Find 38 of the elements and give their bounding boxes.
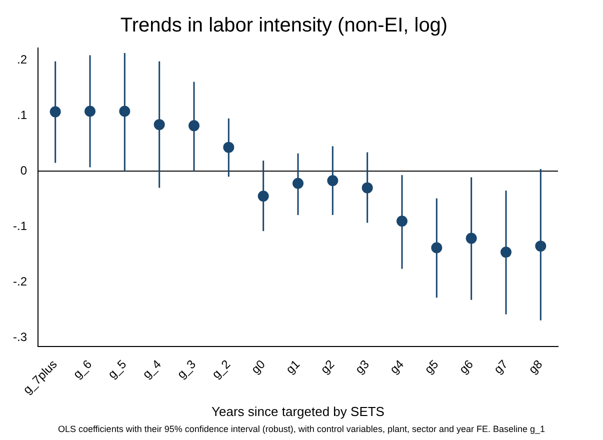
point: [154, 119, 165, 130]
y-tick-label: .2: [16, 52, 28, 67]
y-tick-label: 0: [20, 163, 28, 178]
x-tick-label: g1: [283, 356, 303, 376]
x-tick-label: g2: [318, 356, 338, 376]
text: OLS coefficients with their 95% confidence interval (robust), with control variables, plant, sector and year FE. Baseline g_1: [56, 424, 546, 434]
point: [50, 106, 61, 118]
point: [327, 175, 338, 186]
x-tick-label: g_6: [70, 356, 95, 382]
point: [362, 182, 373, 194]
x-axis-title: Years since targeted by SETS: [212, 404, 385, 419]
x-tick-label: g_4: [140, 356, 164, 382]
x-tick-label: g5: [422, 356, 442, 376]
y-tick-label: -.1: [12, 218, 28, 233]
x-tick-label: g4: [387, 356, 407, 376]
point: [396, 216, 408, 227]
x-tick-label: g_5: [105, 356, 130, 382]
chart-title: Trends in labor intensity (non-EI, log): [120, 14, 448, 37]
x-tick-label: g_2: [209, 356, 234, 382]
y-tick-label: .1: [16, 108, 28, 122]
point: [223, 142, 234, 153]
point: [258, 190, 269, 202]
x-tick-label: g8: [526, 356, 546, 376]
x-tick-label: g7: [491, 356, 511, 376]
x-tick-label: g3: [352, 356, 372, 376]
point: [84, 106, 96, 117]
y-tick-label: -.2: [12, 274, 28, 288]
point: [188, 120, 200, 132]
point: [119, 106, 130, 117]
point: [292, 178, 304, 189]
x-tick-label: g6: [456, 356, 476, 376]
point: [431, 242, 442, 254]
x-tick-label: g0: [248, 356, 268, 376]
point: [535, 240, 546, 252]
y-tick-label: -.3: [12, 330, 28, 344]
point: [466, 232, 477, 244]
point: [500, 246, 512, 258]
x-tick-label: g_3: [174, 356, 199, 382]
